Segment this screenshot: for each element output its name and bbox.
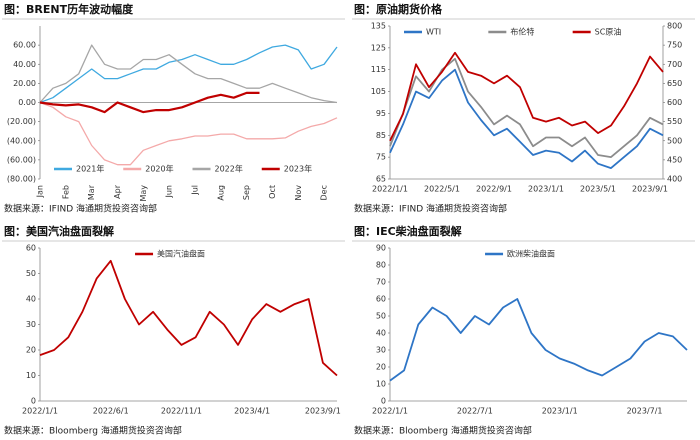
y-tick-label: (40.00): [7, 136, 36, 145]
y-tick-label: (20.00): [7, 117, 36, 126]
y-tick-label: 50: [26, 269, 36, 278]
series-line: [389, 51, 664, 142]
series-line: [39, 91, 260, 114]
y2-tick-label: 700: [667, 60, 682, 69]
x-tick-label: Sep: [242, 185, 251, 200]
x-tick-label: 2023/4/1: [234, 407, 270, 416]
x-tick-label: 2022/7/1: [457, 407, 493, 416]
panel-title: 图：美国汽油盘面裂解: [4, 224, 114, 238]
legend-label: 美国汽油盘面: [157, 249, 205, 259]
series-line: [39, 44, 338, 104]
x-tick-label: Oct: [268, 185, 277, 199]
y-tick-label: 85: [376, 131, 386, 140]
x-tick-label: 2022/5/1: [424, 185, 460, 194]
x-tick-label: Apr: [113, 184, 122, 199]
panel-title: 图：原油期货价格: [354, 2, 443, 16]
panel-title: 图：BRENT历年波动幅度: [4, 2, 134, 16]
x-tick-label: 2023/7/1: [627, 407, 663, 416]
y-tick-label: 30: [376, 346, 386, 355]
source-note: 数据来源：IFIND 海通期货投资咨询部: [354, 203, 507, 215]
x-tick-label: 2022/11/1: [161, 407, 202, 416]
x-tick-label: Aug: [216, 185, 225, 201]
y-tick-label: 105: [371, 87, 386, 96]
y-tick-label: (80.00): [7, 175, 36, 184]
series-line: [39, 259, 338, 377]
x-tick-label: Nov: [294, 185, 303, 201]
x-tick-label: 2023/1/1: [528, 185, 564, 194]
y-tick-label: 50: [376, 312, 386, 321]
y-tick-label: 0: [31, 397, 36, 406]
y-tick-label: 95: [376, 109, 386, 118]
y-tick-label: 40: [376, 329, 386, 338]
y-tick-label: 10: [376, 380, 386, 389]
y-tick-label: 40.00: [13, 60, 36, 69]
legend-label: 布伦特: [510, 27, 534, 37]
y2-tick-label: 750: [667, 41, 682, 50]
y-tick-label: 60: [26, 244, 36, 253]
x-tick-label: 2022/1/1: [22, 407, 58, 416]
x-tick-label: 2023/5/1: [580, 185, 616, 194]
y2-tick-label: 400: [667, 175, 682, 184]
x-tick-label: 2022/9/1: [476, 185, 512, 194]
legend-label: 欧洲柴油盘面: [507, 249, 555, 259]
y-tick-label: 40: [26, 295, 36, 304]
source-note: 数据来源：Bloomberg 海通期货投资咨询部: [354, 425, 532, 437]
y-tick-label: 135: [371, 22, 386, 31]
source-note: 数据来源：Bloomberg 海通期货投资咨询部: [4, 425, 182, 437]
x-tick-label: May: [139, 185, 148, 202]
y-tick-label: 60.00: [13, 41, 36, 50]
y-tick-label: 125: [371, 43, 386, 52]
y-tick-label: 0: [381, 397, 386, 406]
x-tick-label: 2023/9/1: [632, 185, 668, 194]
y2-tick-label: 650: [667, 79, 682, 88]
y-tick-label: 20: [26, 346, 36, 355]
series-line: [389, 68, 664, 169]
x-tick-label: Mar: [87, 184, 96, 200]
y-tick-label: 90: [376, 244, 386, 253]
x-tick-label: 2022/6/1: [93, 407, 129, 416]
y2-tick-label: 450: [667, 155, 682, 164]
legend-label: 2023年: [284, 164, 312, 174]
y-tick-label: 30: [26, 320, 36, 329]
x-tick-label: Jun: [165, 185, 174, 199]
y-tick-label: 115: [371, 65, 386, 74]
y2-tick-label: 500: [667, 136, 682, 145]
y-tick-label: 60: [376, 295, 386, 304]
x-tick-label: 2022/1/1: [372, 185, 408, 194]
y-tick-label: 80: [376, 261, 386, 270]
series-line: [39, 101, 338, 166]
y-tick-label: 75: [376, 153, 386, 162]
legend-label: 2022年: [215, 164, 243, 174]
legend-label: 2021年: [76, 164, 104, 174]
x-tick-label: 2022/1/1: [372, 407, 408, 416]
legend-label: SC原油: [595, 27, 622, 37]
y-tick-label: 65: [376, 175, 386, 184]
source-note: 数据来源：IFIND 海通期货投资咨询部: [4, 203, 157, 215]
series-line: [389, 298, 688, 382]
x-tick-label: Dec: [320, 185, 329, 200]
y-tick-label: (60.00): [7, 155, 36, 164]
y2-tick-label: 800: [667, 22, 682, 31]
x-tick-label: 2023/1/1: [542, 407, 578, 416]
x-tick-label: Jan: [36, 185, 45, 198]
y2-tick-label: 600: [667, 98, 682, 107]
series-line: [39, 44, 338, 104]
x-tick-label: Feb: [61, 185, 70, 199]
y-tick-label: 70: [376, 278, 386, 287]
y-tick-label: 20.00: [13, 79, 36, 88]
legend-label: WTI: [426, 28, 441, 37]
y-tick-label: 20: [376, 363, 386, 372]
y-tick-label: 10: [26, 371, 36, 380]
y2-tick-label: 550: [667, 117, 682, 126]
y-tick-label: 0.00: [18, 98, 36, 107]
x-tick-label: Jul: [190, 185, 199, 196]
x-tick-label: 2023/9/1: [305, 407, 341, 416]
panel-title: 图：IEC柴油盘面裂解: [354, 224, 462, 238]
legend-label: 2020年: [145, 164, 173, 174]
